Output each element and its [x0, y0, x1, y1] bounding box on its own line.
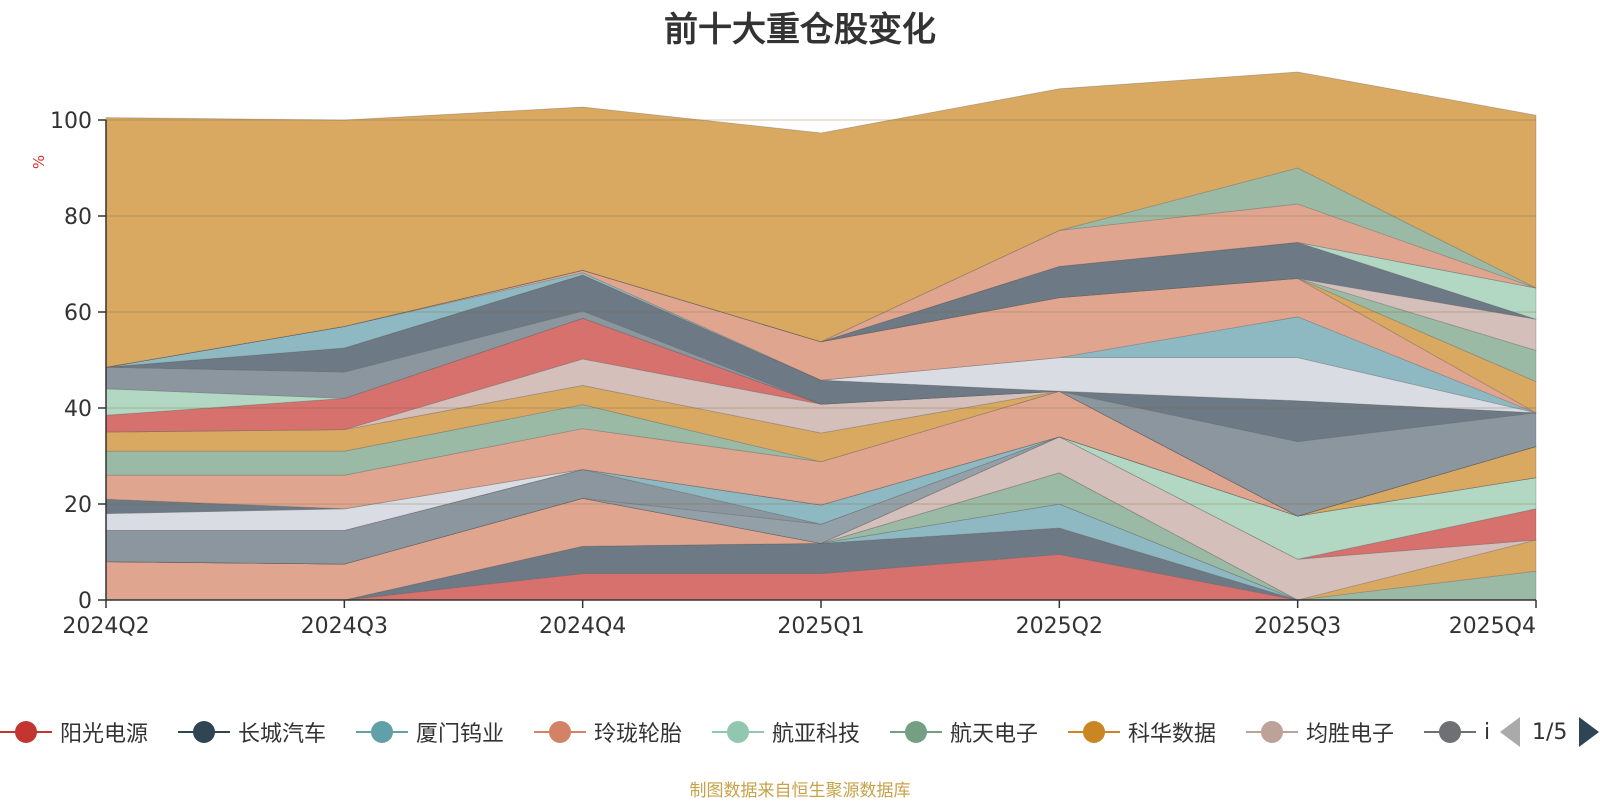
- y-tick-label: 40: [64, 397, 92, 422]
- legend-marker-icon: [712, 712, 764, 752]
- legend-label: i: [1484, 719, 1491, 745]
- area-series-2: [106, 527, 1536, 601]
- y-tick-label: 100: [50, 109, 92, 134]
- area-series-35: [105, 71, 1537, 368]
- x-tick-label: 2025Q2: [1016, 614, 1103, 639]
- x-tick-label: 2024Q2: [62, 614, 149, 639]
- legend-prev-page-button[interactable]: [1500, 717, 1520, 747]
- legend-marker-icon: [356, 712, 408, 752]
- legend-pager: 1/5: [1500, 712, 1600, 752]
- legend-item[interactable]: 航亚科技: [712, 712, 860, 752]
- legend-item[interactable]: 厦门钨业: [356, 712, 504, 752]
- y-tick-label: 80: [64, 205, 92, 230]
- legend-item[interactable]: 长城汽车: [178, 712, 326, 752]
- legend-label: 科华数据: [1128, 722, 1217, 747]
- legend-marker-icon: [178, 712, 230, 752]
- legend-label: 均胜电子: [1306, 722, 1395, 747]
- legend-label: 航天电子: [950, 722, 1039, 747]
- y-tick-label: 0: [78, 589, 92, 614]
- legend-marker-icon: [0, 712, 52, 752]
- legend-item[interactable]: 玲珑轮胎: [534, 712, 682, 752]
- legend-marker-icon: [890, 712, 942, 752]
- x-tick-label: 2024Q3: [301, 614, 388, 639]
- legend-item[interactable]: 均胜电子: [1246, 712, 1394, 752]
- chart-areas: [105, 71, 1537, 601]
- y-tick-label: 20: [64, 493, 92, 518]
- x-tick-label: 2024Q4: [539, 614, 626, 639]
- x-tick-label: 2025Q3: [1254, 614, 1341, 639]
- y-axis-label: %: [30, 155, 48, 169]
- legend-marker-icon: [1424, 712, 1476, 752]
- x-tick-label: 2025Q4: [1449, 614, 1536, 639]
- legend-label: 厦门钨业: [416, 722, 505, 747]
- legend-item[interactable]: i: [1424, 712, 1490, 752]
- legend-marker-icon: [534, 712, 586, 752]
- legend-label: 阳光电源: [60, 722, 149, 747]
- legend-page-indicator: 1/5: [1532, 719, 1568, 745]
- area-series-3: [106, 503, 1536, 601]
- chart-axes: 0 20 40 60 80 100 2024Q2 2024Q3 2024Q4 2025Q1 2025…: [50, 109, 1537, 639]
- legend-marker-icon: [1246, 712, 1298, 752]
- chart-title: 前十大重仓股变化: [664, 10, 936, 50]
- legend-item[interactable]: 航天电子: [890, 712, 1038, 752]
- source-note: 制图数据来自恒生聚源数据库: [689, 781, 911, 801]
- chart-gridlines: [106, 119, 1536, 505]
- y-tick-label: 60: [64, 301, 92, 326]
- legend-label: 玲珑轮胎: [594, 722, 683, 747]
- x-tick-label: 2025Q1: [777, 614, 864, 639]
- legend-label: 航亚科技: [772, 722, 861, 747]
- legend: 阳光电源 长城汽车 厦门钨业 玲珑轮胎 航亚科技 航天电子 科华数据 均胜电子 i: [0, 712, 1600, 752]
- legend-label: 长城汽车: [238, 722, 327, 747]
- legend-item[interactable]: 阳光电源: [0, 712, 148, 752]
- legend-next-page-button[interactable]: [1579, 717, 1600, 747]
- legend-marker-icon: [1068, 712, 1120, 752]
- legend-item[interactable]: 科华数据: [1068, 712, 1216, 752]
